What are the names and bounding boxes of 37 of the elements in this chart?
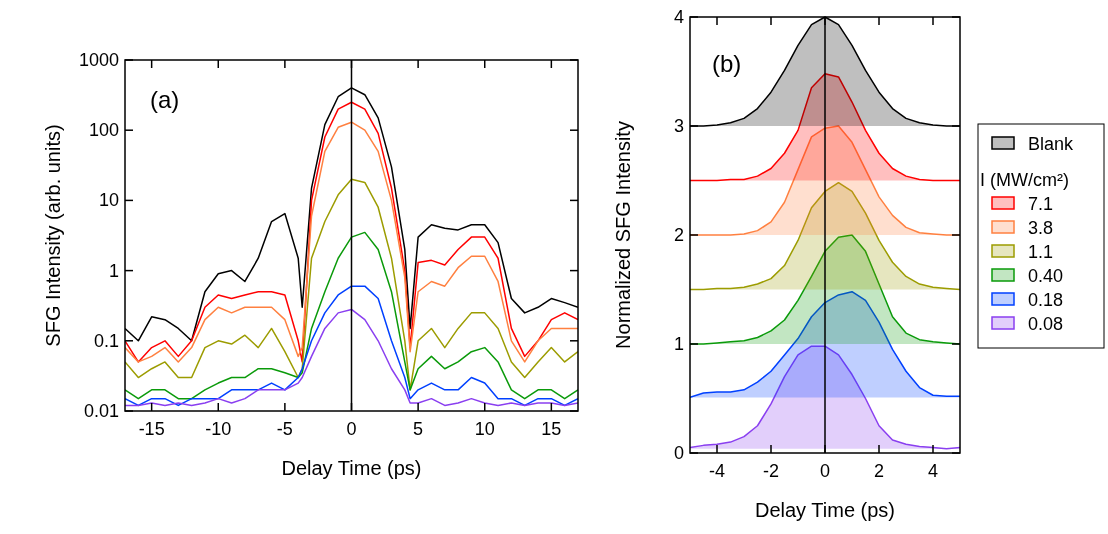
x-tick-label: 5 bbox=[413, 419, 424, 439]
legend-label: 0.40 bbox=[1028, 266, 1064, 286]
legend-title: I (MW/cm²) bbox=[980, 170, 1069, 190]
x-axis-title: Delay Time (ps) bbox=[281, 457, 422, 479]
x-tick-label: 0 bbox=[346, 419, 357, 439]
x-tick-label: -15 bbox=[138, 419, 165, 439]
y-axis-title: Normalized SFG Intensity bbox=[612, 121, 634, 349]
y-tick-label: 1 bbox=[673, 334, 684, 354]
legend-label: 1.1 bbox=[1028, 242, 1054, 262]
y-tick-label: 1 bbox=[108, 260, 119, 281]
y-tick-label: 4 bbox=[673, 7, 684, 27]
annotation: (a) bbox=[150, 86, 180, 113]
x-tick-label: 4 bbox=[927, 461, 939, 481]
y-tick-label: 0.1 bbox=[93, 330, 119, 351]
y-tick-label: 1000 bbox=[78, 50, 119, 70]
annotation: (b) bbox=[712, 50, 742, 77]
x-tick-label: 0 bbox=[819, 461, 831, 481]
y-tick-label: 0.01 bbox=[83, 401, 119, 421]
x-tick-label: 2 bbox=[873, 461, 885, 481]
legend-label: 0.18 bbox=[1028, 290, 1064, 310]
x-tick-label: -4 bbox=[708, 461, 726, 481]
x-tick-label: -2 bbox=[762, 461, 780, 481]
legend-label: 3.8 bbox=[1028, 218, 1054, 238]
y-tick-label: 0 bbox=[673, 443, 684, 463]
x-tick-label: -5 bbox=[276, 419, 293, 439]
y-tick-label: 2 bbox=[673, 225, 684, 245]
x-tick-label: 15 bbox=[541, 419, 562, 439]
x-tick-label: -10 bbox=[205, 419, 232, 439]
y-tick-label: 100 bbox=[88, 120, 119, 141]
legend-label: 0.08 bbox=[1028, 314, 1064, 334]
y-tick-label: 10 bbox=[98, 190, 119, 211]
legend-label: Blank bbox=[1028, 134, 1075, 154]
x-axis-title: Delay Time (ps) bbox=[754, 499, 896, 521]
y-tick-label: 3 bbox=[673, 116, 684, 136]
y-axis-title: SFG Intensity (arb. units) bbox=[42, 124, 64, 347]
x-tick-label: 10 bbox=[474, 419, 495, 439]
legend-label: 7.1 bbox=[1028, 194, 1054, 214]
